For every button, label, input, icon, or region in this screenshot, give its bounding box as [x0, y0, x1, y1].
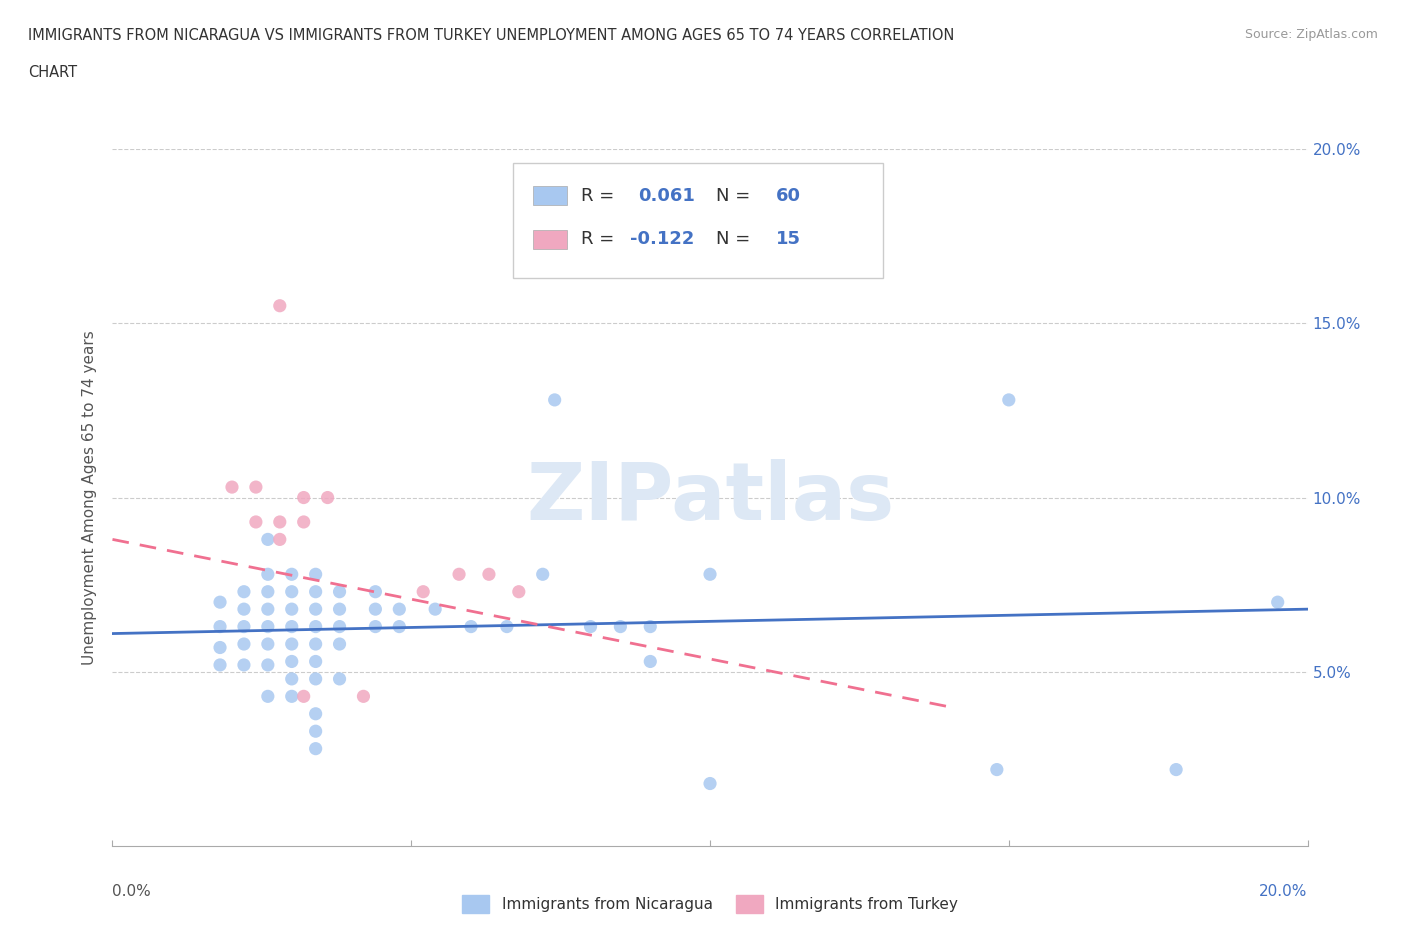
Point [304, 637, 326, 652]
Point [281, 637, 304, 652]
Point [232, 637, 256, 652]
Point [364, 619, 387, 634]
FancyBboxPatch shape [533, 186, 567, 206]
Point [269, 514, 291, 529]
Point [496, 619, 519, 634]
Point [388, 602, 411, 617]
Point [281, 602, 304, 617]
Point [257, 532, 280, 547]
Point [257, 602, 280, 617]
Text: 20.0%: 20.0% [1260, 884, 1308, 898]
Point [531, 567, 554, 582]
Point [281, 689, 304, 704]
Point [304, 707, 326, 722]
Point [304, 567, 326, 582]
Point [232, 619, 256, 634]
Point [986, 763, 1008, 777]
Point [257, 637, 280, 652]
Point [364, 602, 387, 617]
Text: IMMIGRANTS FROM NICARAGUA VS IMMIGRANTS FROM TURKEY UNEMPLOYMENT AMONG AGES 65 T: IMMIGRANTS FROM NICARAGUA VS IMMIGRANTS … [28, 28, 955, 43]
Point [388, 619, 411, 634]
Point [328, 671, 352, 686]
Point [304, 619, 326, 634]
Point [328, 619, 352, 634]
Point [269, 532, 291, 547]
Text: N =: N = [716, 187, 756, 205]
Point [232, 584, 256, 599]
Point [208, 595, 231, 610]
Point [232, 658, 256, 672]
Text: N =: N = [716, 231, 756, 248]
FancyBboxPatch shape [533, 230, 567, 249]
Point [208, 658, 231, 672]
Point [304, 654, 326, 669]
Text: 60: 60 [776, 187, 801, 205]
Point [478, 567, 501, 582]
Point [232, 602, 256, 617]
Point [292, 490, 315, 505]
Point [304, 741, 326, 756]
Point [208, 640, 231, 655]
Point [1164, 763, 1187, 777]
Point [328, 602, 352, 617]
Point [269, 299, 291, 313]
Point [579, 619, 602, 634]
Point [425, 602, 447, 617]
Point [328, 584, 352, 599]
Point [304, 724, 326, 738]
Text: 0.0%: 0.0% [112, 884, 152, 898]
Text: 0.061: 0.061 [638, 187, 695, 205]
Point [460, 619, 482, 634]
Point [257, 619, 280, 634]
Point [304, 602, 326, 617]
Point [208, 619, 231, 634]
Point [316, 490, 339, 505]
Text: CHART: CHART [28, 65, 77, 80]
Point [257, 658, 280, 672]
Point [447, 567, 470, 582]
Point [304, 671, 326, 686]
Point [364, 584, 387, 599]
Point [257, 584, 280, 599]
Text: Source: ZipAtlas.com: Source: ZipAtlas.com [1244, 28, 1378, 41]
Point [292, 514, 315, 529]
Point [699, 776, 721, 790]
Point [638, 654, 662, 669]
Point [221, 480, 243, 495]
Point [245, 514, 267, 529]
Text: ZIPatlas: ZIPatlas [526, 458, 894, 537]
Point [257, 567, 280, 582]
Point [304, 584, 326, 599]
Point [245, 480, 267, 495]
Point [508, 584, 530, 599]
Y-axis label: Unemployment Among Ages 65 to 74 years: Unemployment Among Ages 65 to 74 years [82, 330, 97, 665]
Point [292, 689, 315, 704]
Legend: Immigrants from Nicaragua, Immigrants from Turkey: Immigrants from Nicaragua, Immigrants fr… [456, 889, 965, 919]
Point [543, 392, 565, 407]
Point [328, 637, 352, 652]
Point [412, 584, 434, 599]
Text: -0.122: -0.122 [630, 231, 695, 248]
Point [281, 654, 304, 669]
Point [998, 392, 1021, 407]
Point [609, 619, 631, 634]
FancyBboxPatch shape [513, 163, 883, 278]
Point [281, 671, 304, 686]
Point [1267, 595, 1289, 610]
Point [699, 567, 721, 582]
Text: R =: R = [581, 231, 620, 248]
Text: 15: 15 [776, 231, 801, 248]
Point [281, 584, 304, 599]
Point [638, 619, 662, 634]
Point [281, 619, 304, 634]
Point [281, 567, 304, 582]
Point [352, 689, 374, 704]
Point [257, 689, 280, 704]
Text: R =: R = [581, 187, 620, 205]
